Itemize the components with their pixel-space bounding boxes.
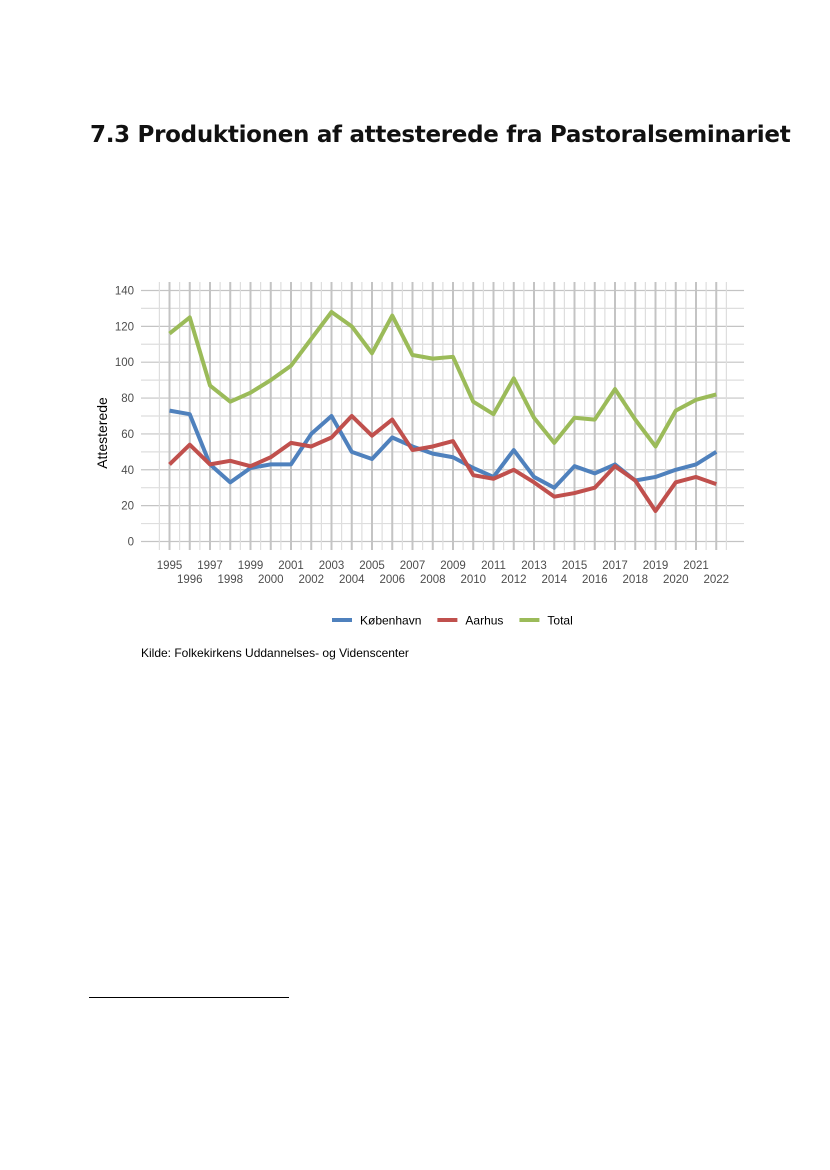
x-tick-label: 2013 [521,560,547,572]
x-tick-label: 2010 [460,574,486,586]
legend-label: Total [547,614,572,628]
x-tick-label: 2003 [319,560,345,572]
y-tick-label: 140 [115,285,134,297]
chart-series [168,310,718,514]
x-tick-label: 2022 [703,574,729,586]
x-tick-label: 2008 [420,574,446,586]
x-tick-label: 2007 [400,560,426,572]
footnote-divider [89,997,289,998]
series-line-aarhus [168,413,717,514]
x-tick-label: 2004 [339,574,365,586]
x-tick-label: 2000 [258,574,284,586]
y-axis-ticks: 0 20 40 60 80 100 120 140 [115,285,134,548]
y-tick-label: 20 [121,501,134,513]
x-tick-label: 1998 [217,574,243,586]
y-tick-label: 120 [115,321,134,333]
y-tick-label: 0 [128,537,134,549]
x-tick-label: 2021 [683,560,709,572]
legend-label: København [360,614,421,628]
x-tick-label: 2020 [663,574,689,586]
legend-label: Aarhus [465,614,503,628]
x-tick-label: 2016 [582,574,608,586]
series-line-total [168,310,717,449]
x-tick-label: 2001 [278,560,304,572]
x-tick-label: 2015 [562,560,588,572]
x-tick-label: 2009 [440,560,466,572]
x-tick-label: 1995 [157,560,183,572]
x-tick-label: 1996 [177,574,203,586]
y-tick-label: 40 [121,465,134,477]
x-tick-label: 2019 [643,560,669,572]
x-tick-label: 2017 [602,560,628,572]
x-tick-label: 2006 [379,574,405,586]
x-tick-label: 2002 [298,574,324,586]
chart-legend: København Aarhus Total [332,614,573,628]
x-tick-label: 1997 [197,560,223,572]
section-heading: 7.3 Produktionen af attesterede fra Past… [90,122,791,148]
y-tick-label: 80 [121,393,134,405]
x-tick-label: 2011 [481,560,506,572]
x-tick-label: 2014 [541,574,567,586]
x-axis-ticks: 1995 1996 1997 1998 1999 2000 2001 2002 2003 2004… [157,560,729,586]
y-tick-label: 100 [115,357,134,369]
source-note: Kilde: Folkekirkens Uddannelses- og Vide… [141,646,409,660]
x-tick-label: 2012 [501,574,527,586]
x-tick-label: 2018 [622,574,648,586]
x-tick-label: 2005 [359,560,385,572]
x-tick-label: 1999 [238,560,264,572]
y-axis-label: Attesterede [94,397,110,469]
y-tick-label: 60 [121,429,134,441]
